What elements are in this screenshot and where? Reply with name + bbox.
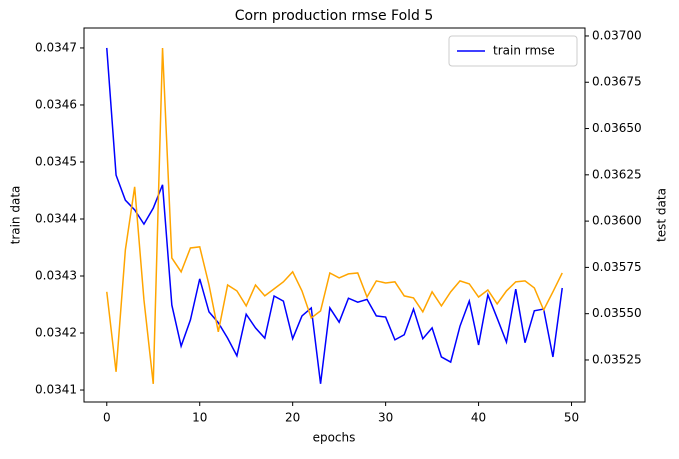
x-tick-label: 50 <box>564 411 579 425</box>
y-tick-label: 0.0346 <box>35 97 77 111</box>
plot-frame <box>83 27 586 403</box>
x-tick-label: 0 <box>103 411 111 425</box>
y2-tick-label: 0.03650 <box>592 121 642 135</box>
y-tick-label: 0.0344 <box>35 211 77 225</box>
y-tick-label: 0.0341 <box>35 383 77 397</box>
series-line <box>106 47 563 384</box>
legend-label: train rmse <box>493 44 555 58</box>
x-tick-label: 10 <box>192 411 207 425</box>
x-tick-label: 40 <box>471 411 486 425</box>
x-tick-label: 20 <box>285 411 300 425</box>
y2-tick-label: 0.03700 <box>592 28 642 42</box>
y2-axis-label: test data <box>655 188 669 242</box>
series-line <box>106 47 563 384</box>
y2-tick-label: 0.03675 <box>592 75 642 89</box>
x-tick-label: 30 <box>378 411 393 425</box>
y2-tick-label: 0.03525 <box>592 352 642 366</box>
y-tick-label: 0.0342 <box>35 326 77 340</box>
y-axis-label: train data <box>9 186 23 245</box>
x-axis-label: epochs <box>313 431 356 445</box>
y2-tick-label: 0.03625 <box>592 167 642 181</box>
y2-tick-label: 0.03600 <box>592 214 642 228</box>
y-tick-label: 0.0343 <box>35 269 77 283</box>
y-tick-label: 0.0347 <box>35 40 77 54</box>
y2-tick-label: 0.03550 <box>592 306 642 320</box>
legend-box <box>448 35 578 67</box>
y2-tick-label: 0.03575 <box>592 260 642 274</box>
y-tick-label: 0.0345 <box>35 154 77 168</box>
chart-title: Corn production rmse Fold 5 <box>235 8 434 24</box>
